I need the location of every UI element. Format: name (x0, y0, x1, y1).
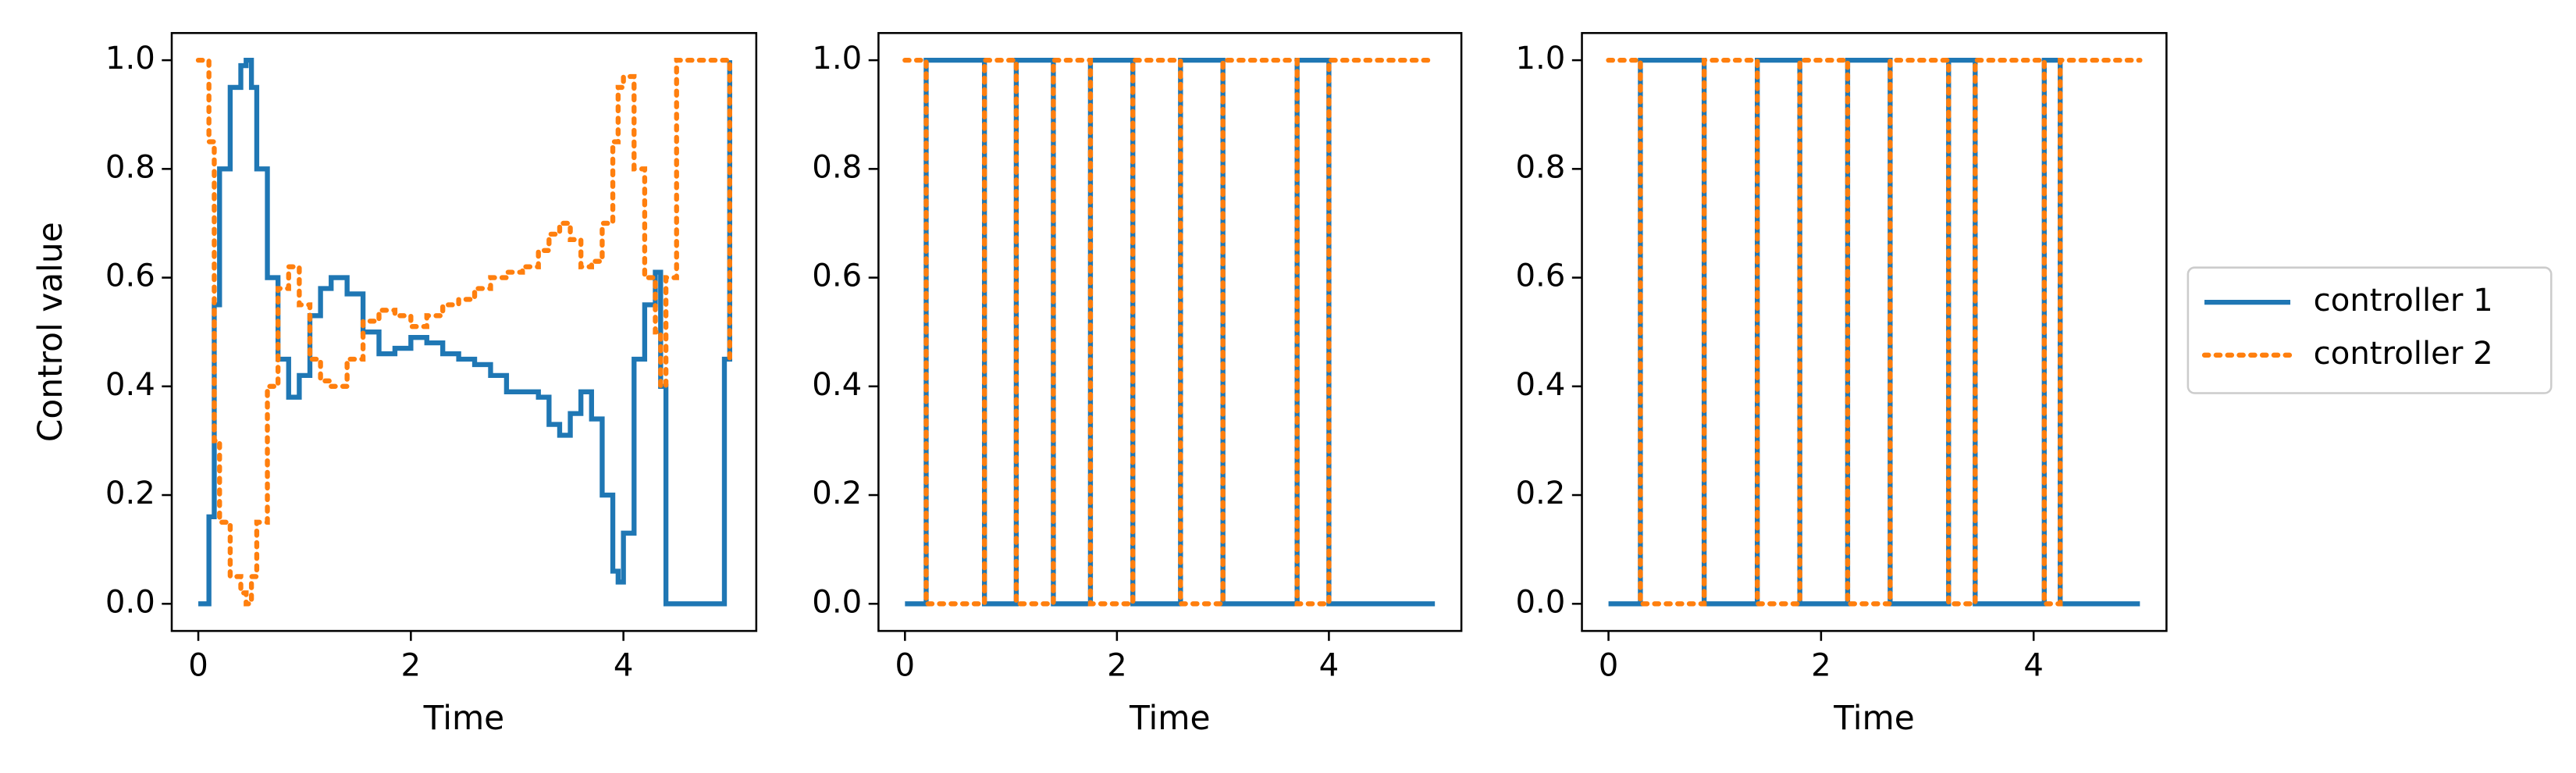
series-line (198, 57, 732, 607)
plot-frame (1581, 32, 2168, 632)
y-tick-label: 1.0 (812, 41, 862, 77)
x-tick-label: 4 (614, 648, 634, 684)
y-tick-label: 0.2 (105, 476, 155, 511)
x-tick-label: 0 (895, 648, 916, 684)
series-line (902, 57, 1438, 607)
y-tick-label: 1.0 (1515, 41, 1565, 77)
x-axis-label: Time (423, 699, 505, 737)
x-tick-label: 0 (188, 648, 208, 684)
y-tick-label: 0.2 (812, 476, 862, 511)
plot-frame (170, 32, 758, 632)
x-tick-label: 2 (401, 648, 422, 684)
legend-label: controller 2 (2314, 336, 2493, 372)
y-tick-label: 0.0 (812, 584, 862, 620)
x-tick-label: 2 (1107, 648, 1127, 684)
series-line (1606, 57, 2143, 607)
x-axis-label: Time (1833, 699, 1915, 737)
y-tick-label: 0.4 (105, 367, 155, 403)
y-tick-label: 0.6 (1515, 258, 1565, 294)
y-tick-label: 1.0 (105, 41, 155, 77)
y-tick-label: 0.0 (105, 584, 155, 620)
x-tick-label: 4 (1319, 648, 1340, 684)
legend-label: controller 1 (2314, 283, 2493, 319)
y-tick-label: 0.8 (812, 149, 862, 185)
y-tick-label: 0.0 (1515, 584, 1565, 620)
x-axis-label: Time (1129, 699, 1211, 737)
y-axis-label: Control value (31, 222, 69, 442)
y-tick-label: 0.8 (105, 149, 155, 185)
x-tick-label: 4 (2023, 648, 2044, 684)
y-tick-label: 0.8 (1515, 149, 1565, 185)
y-tick-label: 0.6 (105, 258, 155, 294)
y-tick-label: 0.6 (812, 258, 862, 294)
y-tick-label: 0.4 (1515, 367, 1565, 403)
x-tick-label: 2 (1811, 648, 1831, 684)
y-tick-label: 0.4 (812, 367, 862, 403)
x-tick-label: 0 (1599, 648, 1619, 684)
plot-frame (877, 32, 1463, 632)
series-line (195, 57, 732, 607)
y-tick-label: 0.2 (1515, 476, 1565, 511)
legend-box (2186, 266, 2553, 394)
